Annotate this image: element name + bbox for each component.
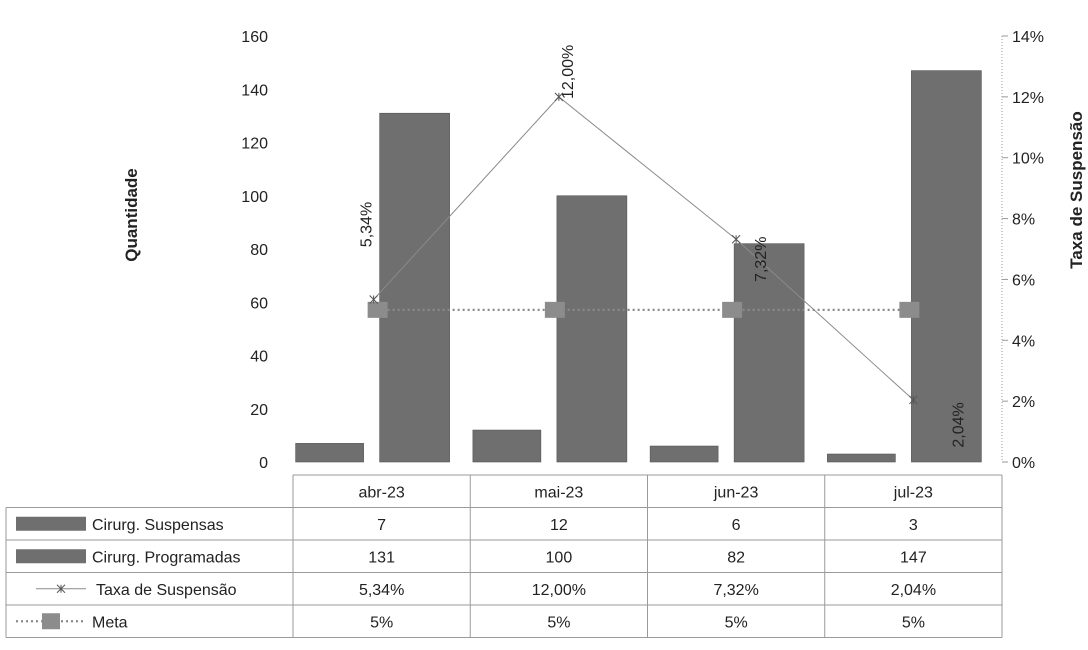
legend-key-marker xyxy=(42,613,60,630)
y2-tick-label: 8% xyxy=(1012,212,1035,229)
table-cell: 5,34% xyxy=(359,582,404,599)
legend-key-marker xyxy=(56,584,66,594)
category-label: mai-23 xyxy=(534,484,583,501)
category-label: jul-23 xyxy=(893,484,933,501)
table-cell: 6 xyxy=(732,517,741,534)
taxa-data-label: 2,04% xyxy=(950,402,967,447)
taxa-marker xyxy=(369,295,378,304)
category-label: jun-23 xyxy=(713,484,759,501)
y-tick-label: 160 xyxy=(241,29,268,46)
y-tick-label: 40 xyxy=(250,349,268,366)
taxa-marker xyxy=(554,92,564,102)
table-cell: 12 xyxy=(550,517,568,534)
table-cell: 2,04% xyxy=(891,582,936,599)
bar-programadas-jul-23 xyxy=(911,70,982,463)
legend-label: Taxa de Suspensão xyxy=(96,582,237,599)
category-label: abr-23 xyxy=(359,484,405,501)
taxa-data-label: 7,32% xyxy=(753,237,770,282)
table-cell: 7 xyxy=(377,517,386,534)
table-cell: 7,32% xyxy=(713,582,758,599)
bar-suspensas-abr-23 xyxy=(295,443,364,463)
y2-tick-label: 2% xyxy=(1012,394,1035,411)
y-tick-label: 100 xyxy=(241,189,268,206)
legend-key-bar xyxy=(16,516,86,531)
taxa-line xyxy=(373,96,914,401)
lines: 5,34% 12,00% 7,32% 2,04% xyxy=(359,45,968,448)
table-cell: 100 xyxy=(546,549,573,566)
legend-label: Cirurg. Suspensas xyxy=(92,517,224,534)
bar-programadas-jun-23 xyxy=(733,243,805,463)
y2-tick-label: 0% xyxy=(1012,455,1035,472)
axes: 0 20 40 60 80 100 120 140 160 0% 2% 4% 6% 8% 10% 12% 14% xyxy=(241,29,1044,472)
bar-suspensas-mai-23 xyxy=(472,429,542,463)
bar-programadas-abr-23 xyxy=(379,112,450,463)
y-tick-label: 0 xyxy=(259,455,268,472)
table-cell: 82 xyxy=(727,549,745,566)
legend-label: Meta xyxy=(92,614,128,631)
taxa-marker xyxy=(909,395,918,405)
table-cell: 5% xyxy=(902,614,925,631)
legend-label: Cirurg. Programadas xyxy=(92,549,241,566)
y2-tick-label: 14% xyxy=(1012,29,1044,46)
data-table: abr-23 mai-23 jun-23 jul-23 Cirurg. Suspensa… xyxy=(5,474,1003,638)
bar-suspensas-jun-23 xyxy=(649,445,719,463)
y-tick-label: 20 xyxy=(250,402,268,419)
meta-marker xyxy=(367,301,388,318)
y-tick-label: 80 xyxy=(250,242,268,259)
legend-key-bar xyxy=(16,549,86,564)
table-cell: 5% xyxy=(725,614,748,631)
taxa-marker xyxy=(731,234,741,244)
y-tick-label: 140 xyxy=(241,82,268,99)
table-cell: 12,00% xyxy=(532,582,586,599)
y2-tick-label: 4% xyxy=(1012,333,1035,350)
table-cell: 131 xyxy=(368,549,395,566)
y-axis-title: Quantidade xyxy=(122,168,141,262)
meta-marker xyxy=(544,301,565,318)
taxa-data-label: 5,34% xyxy=(359,202,376,247)
bar-programadas-mai-23 xyxy=(556,195,628,463)
meta-marker xyxy=(722,301,743,318)
y-tick-label: 120 xyxy=(241,136,268,153)
y2-tick-label: 6% xyxy=(1012,272,1035,289)
y2-tick-label: 12% xyxy=(1012,90,1044,107)
table-cell: 5% xyxy=(370,614,393,631)
table-cell: 5% xyxy=(547,614,570,631)
bars xyxy=(295,70,982,463)
meta-marker xyxy=(899,301,920,318)
taxa-data-label: 12,00% xyxy=(560,45,577,99)
table-cell: 3 xyxy=(909,517,918,534)
y2-tick-label: 10% xyxy=(1012,151,1044,168)
bar-suspensas-jul-23 xyxy=(827,453,896,463)
y2-axis-title: Taxa de Suspensão xyxy=(1067,111,1086,268)
table-cell: 147 xyxy=(900,549,927,566)
y-tick-label: 60 xyxy=(250,295,268,312)
